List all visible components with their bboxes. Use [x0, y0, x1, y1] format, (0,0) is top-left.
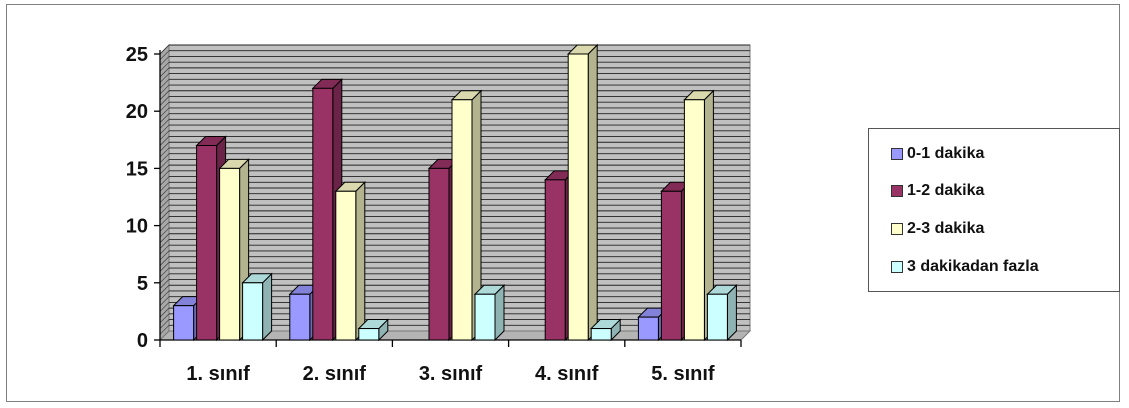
gridline-side [159, 142, 170, 152]
gridline-side [159, 262, 170, 272]
gridline-side [159, 136, 170, 146]
gridline-side [159, 285, 170, 295]
gridline-side [159, 210, 170, 221]
gridline-side [159, 319, 170, 329]
bar [241, 272, 273, 342]
bar [473, 284, 506, 342]
gridline-side [159, 233, 170, 243]
gridline-side [159, 124, 170, 135]
gridline-side [159, 204, 170, 215]
bar [334, 181, 367, 342]
gridline-side [159, 216, 170, 226]
gridline-side [159, 279, 170, 289]
gridline-side [159, 67, 170, 78]
gridline-side [159, 50, 170, 60]
x-tick-label: 1. sınıf [186, 363, 250, 385]
legend-item-2-3-dakika: 2-3 dakika [891, 218, 984, 240]
legend-swatch [891, 261, 903, 273]
gridline-side [159, 96, 170, 106]
y-tick-label: 10 [126, 216, 148, 238]
gridline-side [159, 296, 170, 306]
gridline-side [159, 113, 170, 123]
gridline-side [159, 239, 170, 249]
gridline-side [159, 267, 170, 278]
gridline-side [159, 90, 170, 100]
gridline-side [159, 256, 170, 266]
gridline-side [159, 147, 170, 158]
gridline-side [159, 187, 170, 198]
gridline-side [159, 164, 170, 175]
legend-label: 3 dakikadan fazla [907, 258, 1039, 275]
y-tick-label: 25 [126, 44, 148, 66]
y-tick-label: 20 [126, 101, 148, 123]
bar [637, 306, 669, 342]
legend-label: 0-1 dakika [907, 145, 985, 162]
gridline-side [159, 250, 170, 261]
gridline-side [159, 159, 170, 169]
bar [218, 158, 250, 342]
bar [683, 89, 715, 342]
legend-swatch [891, 185, 903, 197]
gridline-side [159, 307, 170, 318]
x-tick-label: 2. sınıf [303, 363, 367, 385]
legend-item-0-1-dakika: 0-1 dakika [891, 143, 984, 165]
y-tick-label: 15 [126, 158, 148, 180]
gridline-side [159, 193, 170, 203]
legend-label: 2-3 dakika [907, 220, 985, 237]
gridline-side [159, 130, 170, 141]
x-tick-label: 4. sınıf [535, 363, 599, 385]
gridline-side [159, 176, 170, 186]
gridline-side [159, 170, 170, 181]
gridline-side [159, 290, 170, 301]
gridline-side [159, 73, 170, 83]
bar [706, 284, 738, 342]
gridline-side [159, 84, 170, 95]
gridline-side [159, 153, 170, 163]
legend: 0-1 dakika 1-2 dakika 2-3 dakika 3 dakik… [868, 128, 1120, 292]
bar [589, 318, 622, 342]
legend-label: 1-2 dakika [907, 182, 985, 199]
gridline-side [159, 79, 170, 89]
gridline-side [159, 61, 170, 72]
x-tick-label: 5. sınıf [651, 363, 715, 385]
gridline-side [159, 244, 170, 255]
gridline-side [159, 222, 170, 232]
gridline-side [159, 302, 170, 312]
gridline-side [159, 325, 170, 335]
y-tick-label: 0 [137, 330, 148, 352]
gridline-side [159, 119, 170, 129]
legend-swatch [891, 223, 903, 235]
legend-item-3-dakikadan-fazla: 3 dakikadan fazla [891, 256, 1039, 278]
bar [357, 318, 390, 342]
legend-swatch [891, 148, 903, 160]
bar [566, 43, 599, 342]
gridline-side [159, 182, 170, 192]
y-tick-label: 5 [137, 273, 148, 295]
gridline-side [159, 313, 170, 324]
legend-item-1-2-dakika: 1-2 dakika [891, 180, 984, 202]
gridline-side [159, 199, 170, 209]
gridline-side [159, 101, 170, 112]
x-tick-label: 3. sınıf [419, 363, 483, 385]
gridline-side [159, 273, 170, 284]
gridline-side [159, 44, 170, 55]
gridline-side [159, 56, 170, 66]
gridline-side [159, 107, 170, 118]
gridline-side [159, 227, 170, 238]
